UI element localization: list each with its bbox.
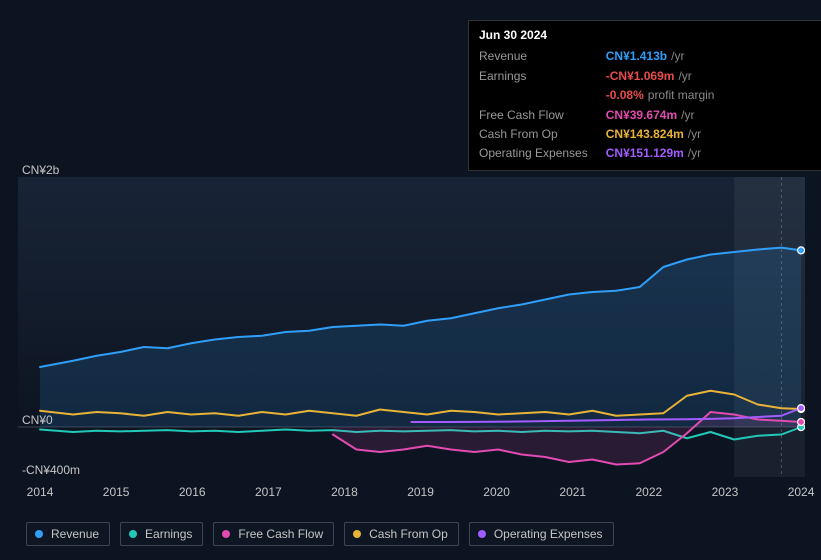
financial-history-chart: Jun 30 2024 RevenueCN¥1.413b/yrEarnings-… xyxy=(0,0,821,560)
x-axis-tick-label: 2016 xyxy=(179,485,206,499)
y-axis-tick-label: -CN¥400m xyxy=(22,463,80,477)
legend-item[interactable]: Revenue xyxy=(26,522,110,546)
tooltip-row-label: Operating Expenses xyxy=(479,144,606,163)
tooltip-row-label: Earnings xyxy=(479,67,606,86)
legend-item[interactable]: Operating Expenses xyxy=(469,522,614,546)
tooltip-row-value: -0.08%profit margin xyxy=(606,86,715,105)
hover-tooltip: Jun 30 2024 RevenueCN¥1.413b/yrEarnings-… xyxy=(468,20,821,171)
tooltip-row-value: CN¥143.824m/yr xyxy=(606,125,715,144)
x-axis-tick-label: 2023 xyxy=(712,485,739,499)
tooltip-date: Jun 30 2024 xyxy=(479,27,814,44)
x-axis-tick-label: 2021 xyxy=(559,485,586,499)
tooltip-row-label: Revenue xyxy=(479,47,606,66)
y-axis-tick-label: CN¥2b xyxy=(22,163,59,177)
tooltip-row-value: -CN¥1.069m/yr xyxy=(606,67,715,86)
y-axis-tick-label: CN¥0 xyxy=(22,413,53,427)
legend-item[interactable]: Free Cash Flow xyxy=(213,522,334,546)
legend-item[interactable]: Earnings xyxy=(120,522,203,546)
legend-label: Free Cash Flow xyxy=(238,527,323,541)
legend-swatch xyxy=(353,530,361,538)
legend-swatch xyxy=(478,530,486,538)
x-axis-tick-label: 2018 xyxy=(331,485,358,499)
line-chart[interactable] xyxy=(18,177,805,477)
tooltip-row-label xyxy=(479,86,606,105)
x-axis-tick-label: 2019 xyxy=(407,485,434,499)
x-axis-tick-label: 2024 xyxy=(788,485,815,499)
x-axis-tick-label: 2022 xyxy=(635,485,662,499)
tooltip-row-value: CN¥151.129m/yr xyxy=(606,144,715,163)
x-axis-tick-label: 2014 xyxy=(27,485,54,499)
legend-label: Cash From Op xyxy=(369,527,448,541)
legend-label: Earnings xyxy=(145,527,192,541)
x-axis-tick-label: 2017 xyxy=(255,485,282,499)
legend-label: Revenue xyxy=(51,527,99,541)
tooltip-row-label: Free Cash Flow xyxy=(479,106,606,125)
tooltip-row-value: CN¥39.674m/yr xyxy=(606,106,715,125)
legend-label: Operating Expenses xyxy=(494,527,603,541)
tooltip-row-value: CN¥1.413b/yr xyxy=(606,47,715,66)
x-axis-tick-label: 2020 xyxy=(483,485,510,499)
legend-item[interactable]: Cash From Op xyxy=(344,522,459,546)
legend-swatch xyxy=(129,530,137,538)
chart-legend: Revenue Earnings Free Cash Flow Cash From O… xyxy=(26,522,614,546)
tooltip-row-label: Cash From Op xyxy=(479,125,606,144)
tooltip-rows: RevenueCN¥1.413b/yrEarnings-CN¥1.069m/yr… xyxy=(479,47,714,163)
legend-swatch xyxy=(35,530,43,538)
legend-swatch xyxy=(222,530,230,538)
x-axis-tick-label: 2015 xyxy=(103,485,130,499)
